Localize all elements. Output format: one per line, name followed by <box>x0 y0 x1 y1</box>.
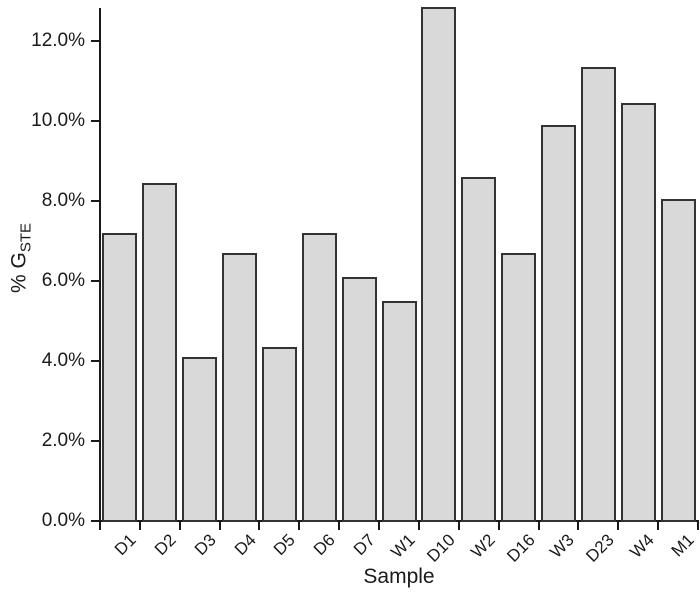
y-axis-tick <box>91 520 100 522</box>
x-axis-tick <box>617 522 619 530</box>
x-tick-label-W3: W3 <box>546 530 578 562</box>
y-tick-label-4.0%: 4.0% <box>41 350 85 371</box>
bar-M1 <box>661 199 696 522</box>
y-axis-title: % GSTE <box>7 223 34 293</box>
bar-W1 <box>382 301 417 522</box>
bar-D5 <box>262 347 297 522</box>
bar-D4 <box>222 253 257 522</box>
x-tick-label-M1: M1 <box>667 530 698 561</box>
x-tick-label-D4: D4 <box>230 530 260 560</box>
x-tick-label-W1: W1 <box>387 530 419 562</box>
y-tick-label-12.0%: 12.0% <box>31 30 85 51</box>
bar-D7 <box>342 277 377 522</box>
x-axis-title: Sample <box>363 565 435 588</box>
y-tick-label-10.0%: 10.0% <box>31 110 85 131</box>
y-axis-tick <box>91 120 100 122</box>
x-tick-label-W2: W2 <box>467 530 499 562</box>
y-axis-title-main: % G <box>7 252 31 294</box>
x-axis-tick <box>179 522 181 530</box>
x-tick-label-W4: W4 <box>626 530 658 562</box>
y-axis-title-subscript: STE <box>17 222 35 253</box>
x-axis-tick <box>298 522 300 530</box>
x-tick-label-D5: D5 <box>269 530 299 560</box>
bar-W2 <box>461 177 496 522</box>
y-axis-line <box>99 8 101 522</box>
x-tick-label-D1: D1 <box>110 530 140 560</box>
x-tick-label-D16: D16 <box>503 530 539 566</box>
x-axis-tick <box>577 522 579 530</box>
bar-D3 <box>182 357 217 522</box>
x-axis-tick <box>338 522 340 530</box>
x-axis-tick <box>258 522 260 530</box>
x-tick-label-D10: D10 <box>423 530 459 566</box>
x-axis-tick <box>697 522 699 530</box>
bar-W4 <box>621 103 656 522</box>
x-tick-label-D6: D6 <box>309 530 339 560</box>
x-tick-label-D7: D7 <box>349 530 379 560</box>
y-axis-tick <box>91 440 100 442</box>
y-tick-label-6.0%: 6.0% <box>41 270 85 291</box>
x-axis-tick <box>139 522 141 530</box>
x-axis-tick <box>498 522 500 530</box>
bar-D2 <box>142 183 177 522</box>
y-axis-tick <box>91 40 100 42</box>
y-tick-label-2.0%: 2.0% <box>41 430 85 451</box>
bar-D16 <box>501 253 536 522</box>
x-axis-tick <box>378 522 380 530</box>
x-tick-label-D2: D2 <box>150 530 180 560</box>
y-axis-tick <box>91 360 100 362</box>
x-tick-label-D23: D23 <box>582 530 618 566</box>
bar-D1 <box>102 233 137 522</box>
y-tick-label-8.0%: 8.0% <box>41 190 85 211</box>
bar-W3 <box>541 125 576 522</box>
y-axis-tick <box>91 200 100 202</box>
x-axis-tick <box>99 522 101 530</box>
x-axis-tick <box>538 522 540 530</box>
x-axis-tick <box>458 522 460 530</box>
bar-D6 <box>302 233 337 522</box>
y-tick-label-0.0%: 0.0% <box>41 510 85 531</box>
bar-D10 <box>421 7 456 522</box>
x-tick-label-D3: D3 <box>190 530 220 560</box>
x-axis-tick <box>219 522 221 530</box>
x-axis-tick <box>657 522 659 530</box>
y-axis-tick <box>91 280 100 282</box>
x-axis-tick <box>418 522 420 530</box>
bar-D23 <box>581 67 616 522</box>
